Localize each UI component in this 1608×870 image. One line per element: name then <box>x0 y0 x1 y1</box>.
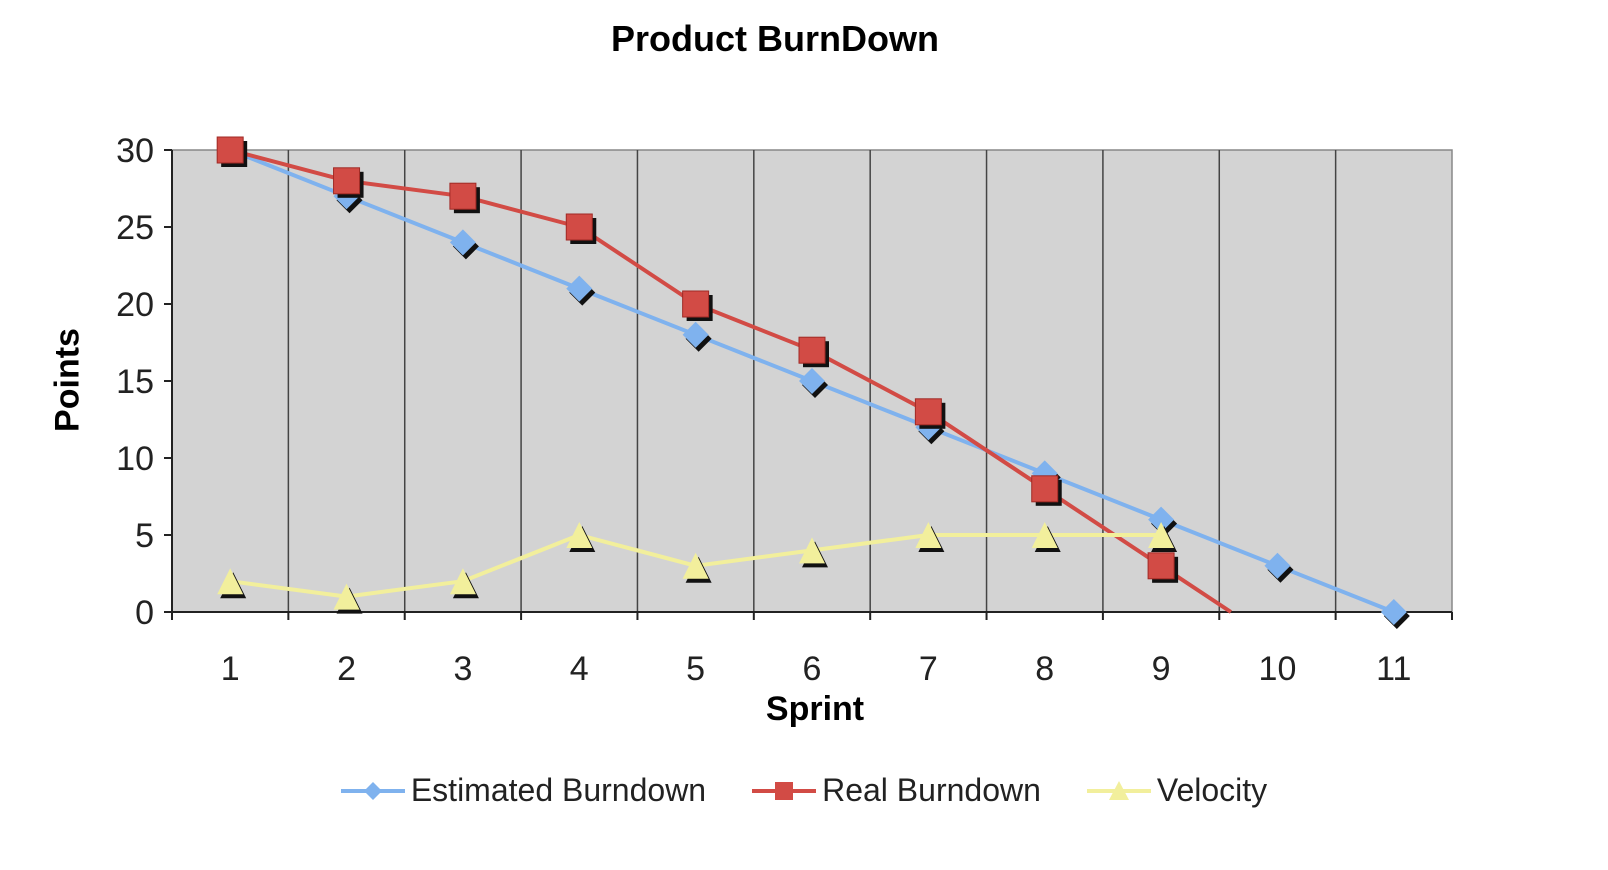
y-tick-label: 0 <box>135 594 154 632</box>
data-point-triangle <box>799 537 825 564</box>
legend: Estimated Burndown Real Burndown Velocity <box>0 772 1608 809</box>
data-point-diamond <box>1380 599 1407 625</box>
data-point-diamond <box>799 368 825 394</box>
data-point-triangle <box>915 522 942 548</box>
chart-title: Product BurnDown <box>611 18 939 59</box>
data-point-square <box>1147 552 1175 580</box>
x-tick-label: 3 <box>453 650 472 688</box>
data-point-square <box>1031 475 1059 503</box>
data-point-square <box>565 213 593 241</box>
y-tick-label: 30 <box>116 132 154 170</box>
x-axis-label: Sprint <box>765 690 865 728</box>
data-point-square <box>914 398 942 426</box>
y-axis-label: Points <box>48 328 87 432</box>
y-tick-label: 15 <box>116 363 154 401</box>
data-point-square <box>449 182 477 210</box>
data-point-triangle <box>333 583 360 610</box>
data-point-diamond <box>566 275 593 302</box>
y-tick-label: 20 <box>116 286 154 324</box>
x-tick-label: 9 <box>1152 650 1171 688</box>
x-tick-label: 10 <box>1259 650 1297 688</box>
x-tick-label: 7 <box>919 650 938 688</box>
x-tick-label: 4 <box>570 650 589 688</box>
data-point-square <box>798 336 826 364</box>
x-tick-label: 11 <box>1376 650 1411 688</box>
y-tick-label: 25 <box>116 209 154 247</box>
x-tick-label: 8 <box>1035 650 1054 688</box>
data-point-triangle <box>566 522 593 548</box>
data-point-diamond <box>1264 552 1291 579</box>
data-point-triangle <box>449 568 476 595</box>
data-point-diamond <box>1148 506 1175 533</box>
data-point-square <box>682 290 710 318</box>
legend-label: Estimated Burndown <box>410 772 707 808</box>
data-point-triangle <box>682 552 709 579</box>
legend-label: Real Burndown <box>822 772 1041 808</box>
data-point-square <box>333 167 361 195</box>
y-tick-label: 5 <box>135 517 154 555</box>
data-point-triangle <box>217 568 244 595</box>
legend-label: Velocity <box>1156 772 1268 808</box>
x-tick-label: 6 <box>803 650 822 688</box>
legend-item: Real Burndown <box>752 772 1041 809</box>
data-point-diamond <box>682 321 709 348</box>
series-line-1 <box>229 148 1233 614</box>
legend-item: Velocity <box>1086 772 1268 809</box>
data-point-triangle <box>1148 522 1175 548</box>
x-tick-label: 5 <box>686 650 705 688</box>
x-tick-label: 2 <box>337 650 356 688</box>
legend-swatch-diamond <box>340 781 405 800</box>
legend-swatch-square <box>752 781 817 800</box>
y-tick-label: 10 <box>116 440 154 478</box>
data-point-square <box>216 136 244 164</box>
data-point-triangle <box>1031 522 1058 548</box>
data-point-diamond <box>449 229 476 256</box>
legend-item: Estimated Burndown <box>340 772 707 809</box>
x-tick-label: 1 <box>221 650 240 688</box>
legend-swatch-triangle <box>1086 780 1151 800</box>
